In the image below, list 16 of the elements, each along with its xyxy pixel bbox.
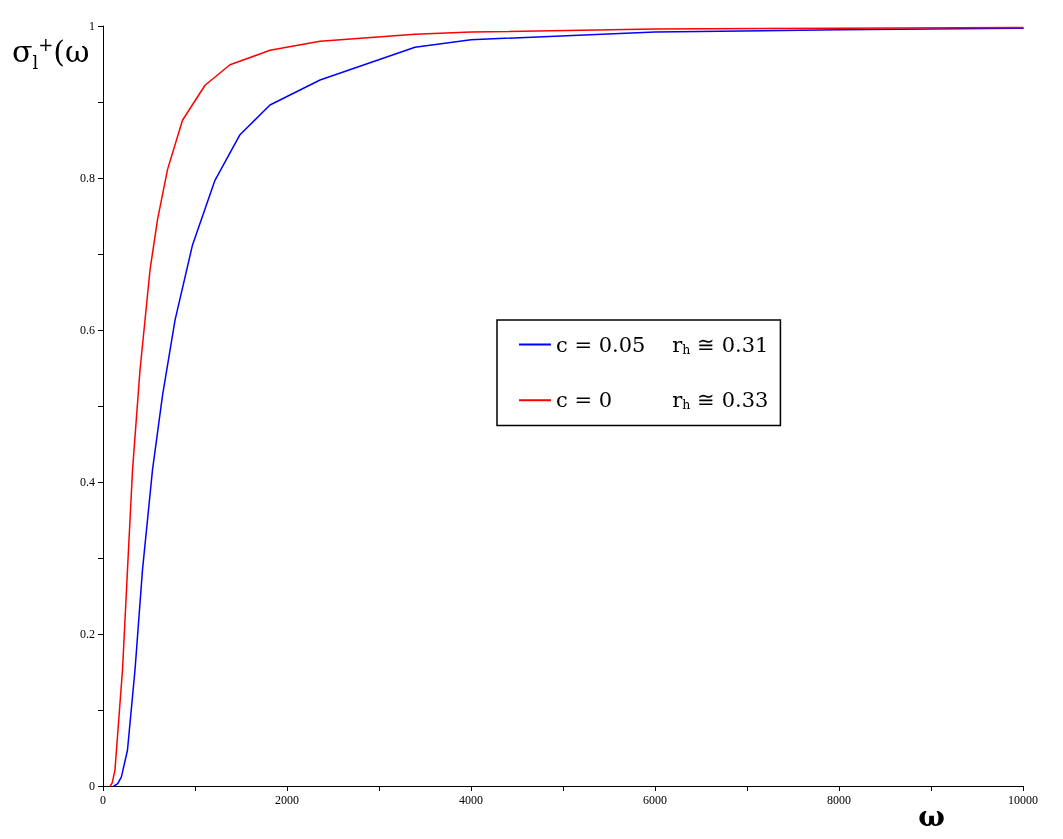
y-tick-label: 0 bbox=[89, 779, 95, 793]
x-tick-label: 4000 bbox=[459, 793, 483, 807]
y-tick-label: 0.2 bbox=[80, 627, 95, 641]
legend-label: c = 0.05 rh ≅ 0.31 bbox=[556, 332, 769, 357]
legend-label: c = 0 rh ≅ 0.33 bbox=[556, 388, 769, 413]
x-tick-label: 8000 bbox=[827, 793, 851, 807]
x-tick-label: 10000 bbox=[1008, 793, 1038, 807]
y-tick-label: 0.4 bbox=[80, 475, 95, 489]
x-tick-label: 0 bbox=[100, 793, 106, 807]
y-axis-title: σ$_{l}$$^{+}$(ω bbox=[12, 34, 90, 73]
x-tick-label: 6000 bbox=[643, 793, 667, 807]
x-axis-title: ω bbox=[918, 799, 945, 833]
y-tick-label: 0.8 bbox=[80, 171, 95, 185]
y-tick-label: 0.6 bbox=[80, 323, 95, 337]
y-tick-label: 1 bbox=[89, 19, 95, 33]
x-tick-label: 2000 bbox=[275, 793, 299, 807]
